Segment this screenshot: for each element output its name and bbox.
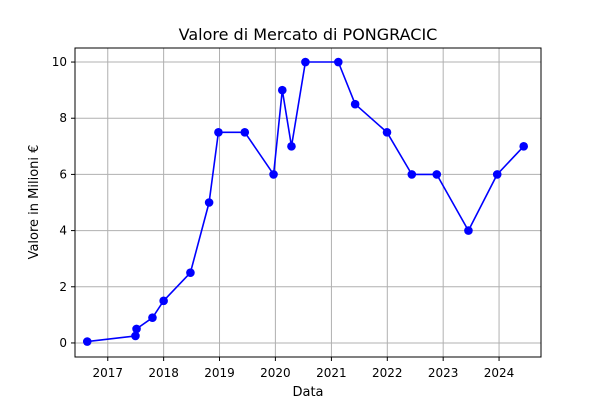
data-point-marker xyxy=(492,170,502,179)
data-point-marker xyxy=(159,296,168,306)
y-tick-label: 4 xyxy=(59,224,67,238)
x-tick-label: 2019 xyxy=(204,366,235,380)
data-point-marker xyxy=(519,142,529,151)
data-point-marker xyxy=(301,57,310,67)
data-point-marker xyxy=(432,170,442,179)
x-tick-label: 2022 xyxy=(372,366,403,380)
axis-ticks: 2017 2018 2019 2020 2021 2022 2023 2024 0 2 4 6 8 10 xyxy=(52,55,515,380)
x-axis-label: Data xyxy=(292,385,323,400)
x-tick-label: 2023 xyxy=(428,366,459,380)
plot-area-frame xyxy=(74,47,542,358)
series-line xyxy=(87,61,525,343)
data-point-marker xyxy=(131,331,140,341)
data-point-marker xyxy=(407,170,417,179)
data-point-marker xyxy=(277,85,287,95)
data-point-marker xyxy=(82,337,92,346)
data-point-marker xyxy=(350,99,360,109)
x-tick-label: 2024 xyxy=(484,366,515,380)
y-tick-label: 2 xyxy=(59,280,67,294)
data-point-marker xyxy=(204,198,214,207)
data-point-marker xyxy=(464,226,473,235)
y-tick-label: 8 xyxy=(59,111,67,125)
x-tick-label: 2018 xyxy=(148,366,179,380)
data-point-marker xyxy=(287,142,296,151)
y-tick-label: 10 xyxy=(52,55,67,69)
data-point-marker xyxy=(132,324,141,334)
data-point-marker xyxy=(334,57,343,67)
x-tick-label: 2017 xyxy=(92,366,123,380)
data-point-marker xyxy=(382,127,392,137)
data-point-marker xyxy=(214,127,223,137)
data-point-marker xyxy=(186,268,195,278)
x-tick-label: 2021 xyxy=(316,366,347,380)
data-point-marker xyxy=(269,170,278,179)
gridlines xyxy=(75,48,541,357)
y-tick-label: 0 xyxy=(59,336,67,350)
series-line-layer xyxy=(82,57,529,346)
y-axis-label: Valore in Milioni € xyxy=(27,145,42,260)
y-tick-label: 6 xyxy=(59,167,67,181)
data-point-marker xyxy=(148,313,157,322)
data-point-marker xyxy=(240,127,250,137)
x-tick-label: 2020 xyxy=(260,366,291,380)
chart-title: Valore di Mercato di PONGRACIC xyxy=(179,25,438,44)
